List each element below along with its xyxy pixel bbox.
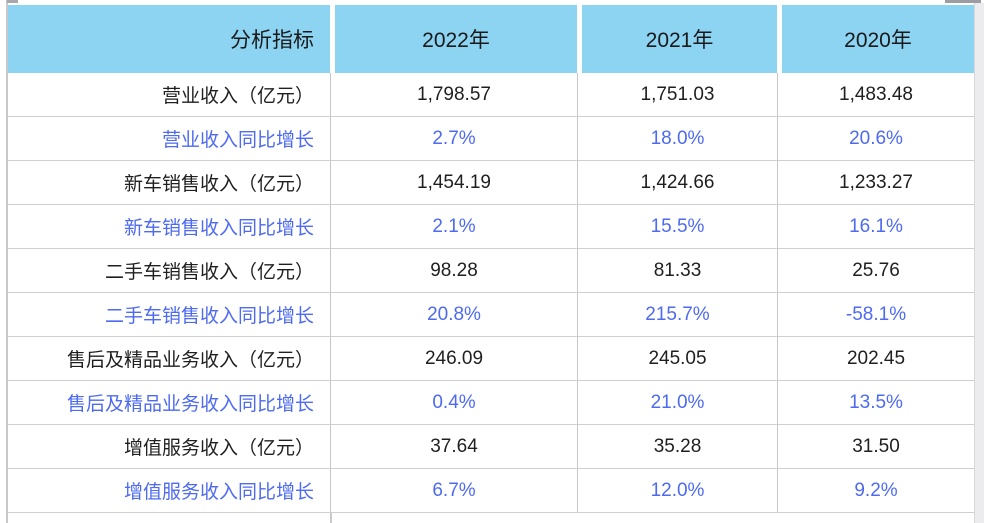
table-row-aftersales-revenue: 售后及精品业务收入（亿元） 246.09 245.05 202.45 <box>8 337 974 381</box>
row-label: 售后及精品业务收入（亿元） <box>66 350 314 371</box>
table-row-usedcar-growth: 二手车销售收入同比增长 20.8% 215.7% -58.1% <box>8 293 974 337</box>
row-label: 营业收入（亿元） <box>161 86 314 107</box>
row-label: 新车销售收入同比增长 <box>123 218 314 239</box>
cell-2021: 81.33 <box>577 249 777 292</box>
row-label: 二手车销售收入同比增长 <box>104 306 314 327</box>
table-row-newcar-growth: 新车销售收入同比增长 2.1% 15.5% 16.1% <box>8 205 974 249</box>
cell-2020: 31.50 <box>777 425 974 468</box>
header-indicator: 分析指标 <box>8 5 330 73</box>
cell-2022: 37.64 <box>330 425 577 468</box>
cell-2022: 6.7% <box>330 469 577 512</box>
row-label: 增值服务收入（亿元） <box>123 438 314 459</box>
cell-2022: 2.7% <box>330 117 577 160</box>
left-container-edge <box>6 0 8 523</box>
cell-2020: 9.2% <box>777 469 974 512</box>
table-row-newcar-revenue: 新车销售收入（亿元） 1,454.19 1,424.66 1,233.27 <box>8 161 974 205</box>
cell-2020: 1,233.27 <box>777 161 974 204</box>
cell-2021: 35.28 <box>577 425 777 468</box>
right-container-strip <box>974 3 984 523</box>
cell-2021: 215.7% <box>577 293 777 336</box>
cell-2022: 2.1% <box>330 205 577 248</box>
row-label: 新车销售收入（亿元） <box>123 174 314 195</box>
cell-2022: 20.8% <box>330 293 577 336</box>
table-row-revenue: 营业收入（亿元） 1,798.57 1,751.03 1,483.48 <box>8 73 974 117</box>
row-label: 二手车销售收入（亿元） <box>104 262 314 283</box>
header-year-2022: 2022年 <box>330 5 577 73</box>
table-row-usedcar-revenue: 二手车销售收入（亿元） 98.28 81.33 25.76 <box>8 249 974 293</box>
header-year-2020: 2020年 <box>777 5 974 73</box>
cell-2020: 20.6% <box>777 117 974 160</box>
row-label: 增值服务收入同比增长 <box>123 482 314 503</box>
financial-indicators-table: 分析指标 2022年 2021年 2020年 营业收入（亿元） 1,798.57… <box>8 5 974 513</box>
cell-2022: 1,454.19 <box>330 161 577 204</box>
table-row-valueadded-revenue: 增值服务收入（亿元） 37.64 35.28 31.50 <box>8 425 974 469</box>
table-row-aftersales-growth: 售后及精品业务收入同比增长 0.4% 21.0% 13.5% <box>8 381 974 425</box>
row-label: 售后及精品业务收入同比增长 <box>66 394 314 415</box>
column-divider-stub <box>330 513 332 523</box>
cell-2020: -58.1% <box>777 293 974 336</box>
cell-2022: 246.09 <box>330 337 577 380</box>
cell-2022: 0.4% <box>330 381 577 424</box>
cell-2022: 1,798.57 <box>330 73 577 116</box>
cell-2020: 1,483.48 <box>777 73 974 116</box>
cell-2022: 98.28 <box>330 249 577 292</box>
topleft-crop-mark <box>7 0 18 3</box>
cell-2020: 202.45 <box>777 337 974 380</box>
cell-2021: 1,424.66 <box>577 161 777 204</box>
cell-2020: 13.5% <box>777 381 974 424</box>
table-header-row: 分析指标 2022年 2021年 2020年 <box>8 5 974 73</box>
cell-2021: 245.05 <box>577 337 777 380</box>
header-year-2021: 2021年 <box>577 5 777 73</box>
table-row-revenue-growth: 营业收入同比增长 2.7% 18.0% 20.6% <box>8 117 974 161</box>
cell-2021: 1,751.03 <box>577 73 777 116</box>
cell-2021: 18.0% <box>577 117 777 160</box>
topright-crop-mark <box>945 0 981 3</box>
cell-2020: 25.76 <box>777 249 974 292</box>
row-label: 营业收入同比增长 <box>161 130 314 151</box>
cell-2021: 12.0% <box>577 469 777 512</box>
table-row-valueadded-growth: 增值服务收入同比增长 6.7% 12.0% 9.2% <box>8 469 974 513</box>
cell-2020: 16.1% <box>777 205 974 248</box>
cell-2021: 21.0% <box>577 381 777 424</box>
cell-2021: 15.5% <box>577 205 777 248</box>
